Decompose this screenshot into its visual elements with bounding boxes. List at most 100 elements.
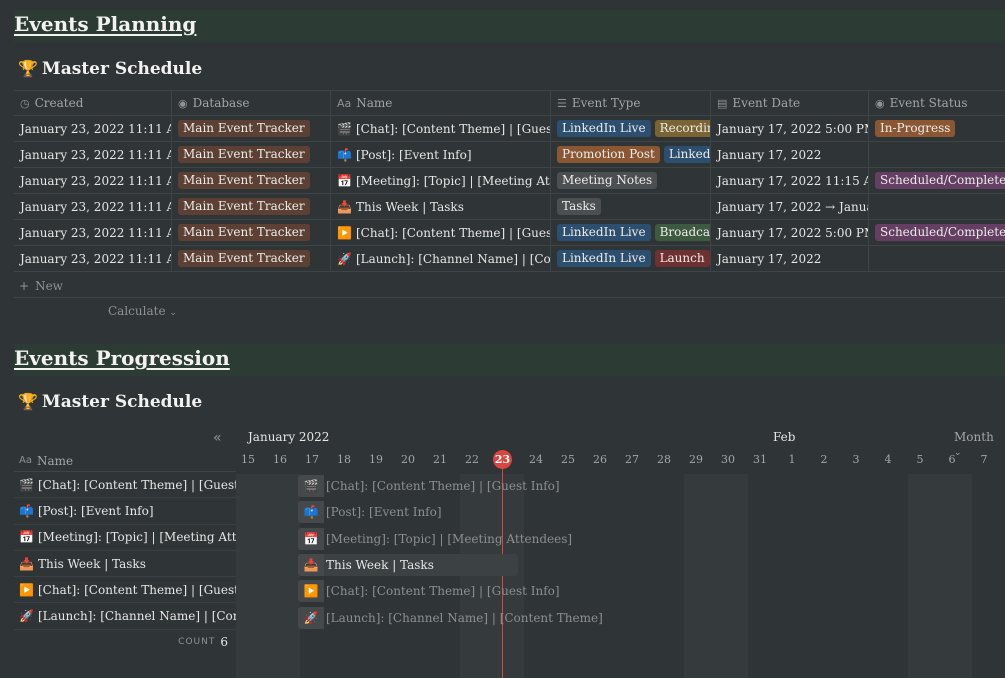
timeline-row-name[interactable]: [Post]: [Event Info] — [38, 503, 154, 518]
timeline-bar-label: [Chat]: [Content Theme] | [Guest Info] — [326, 584, 560, 599]
page-name[interactable]: [Chat]: [Content Theme] | [Guest Info] — [356, 121, 550, 136]
count-summary[interactable]: COUNT 6 — [14, 630, 236, 654]
database-cell[interactable]: Main Event Tracker — [172, 220, 331, 245]
calculate-button[interactable]: Calculate ⌄ — [108, 304, 177, 318]
view-selector[interactable]: Month ⌄ — [954, 430, 1005, 458]
table-header: ◷ Created ◉ Database Aa Name ☰ Event Type ▤ Event… — [14, 90, 1005, 116]
event-date-cell[interactable]: January 17, 2022 5:00 PM — [711, 220, 869, 245]
database-cell[interactable]: Main Event Tracker — [172, 142, 331, 167]
column-header[interactable]: ◉ Database — [172, 91, 331, 115]
new-row-button[interactable]: + New — [14, 274, 1005, 298]
database-tag[interactable]: Main Event Tracker — [178, 172, 310, 189]
event-type-cell[interactable]: Tasks — [551, 194, 711, 219]
timeline-row-name[interactable]: [Launch]: [Channel Name] | [Content The — [38, 609, 236, 624]
timeline-bar[interactable]: 🎬 [Chat]: [Content Theme] | [Guest Info] — [298, 475, 560, 497]
page-icon: ▶️ — [19, 582, 34, 597]
timeline-row-name[interactable]: [Chat]: [Content Theme] | [Guest Info] — [38, 477, 236, 492]
event-status-cell[interactable] — [869, 194, 1005, 219]
event-status-cell[interactable] — [869, 142, 1005, 167]
page-name[interactable]: [Meeting]: [Topic] | [Meeting Attendees] — [356, 173, 550, 188]
timeline-next-month-label: Feb — [773, 430, 796, 444]
timeline-row-name[interactable]: [Chat]: [Content Theme] | [Guest Info] — [38, 582, 236, 597]
database-cell[interactable]: Main Event Tracker — [172, 168, 331, 193]
database-cell[interactable]: Main Event Tracker — [172, 246, 331, 271]
column-header[interactable]: ▤ Event Date — [711, 91, 869, 115]
timeline-bar[interactable]: 📥 This Week | Tasks — [298, 553, 518, 576]
timeline-bar[interactable]: ▶️ [Chat]: [Content Theme] | [Guest Info] — [298, 580, 560, 603]
database-tag[interactable]: Main Event Tracker — [178, 224, 310, 241]
timeline-row-name[interactable]: This Week | Tasks — [38, 556, 146, 571]
page-icon: 🚀 — [337, 251, 352, 266]
table-row[interactable]: January 23, 2022 11:11 AM Main Event Trac… — [14, 142, 1005, 168]
database-title[interactable]: 🏆 Master Schedule — [18, 59, 202, 79]
column-header-label: Event Type — [571, 96, 641, 110]
page-name[interactable]: [Launch]: [Channel Name] | [Content Th — [356, 251, 551, 266]
database-cell[interactable]: Main Event Tracker — [172, 194, 331, 219]
timeline-row[interactable]: 🚀 [Launch]: [Channel Name] | [Content The — [14, 603, 236, 630]
event-date-cell[interactable]: January 17, 2022 11:15 AM — [711, 168, 869, 193]
event-status-cell[interactable]: Scheduled/Completed — [869, 168, 1005, 193]
event-date-cell[interactable]: January 17, 2022 — [711, 142, 869, 167]
page-name[interactable]: This Week | Tasks — [356, 199, 464, 214]
day-label: 1 — [788, 453, 796, 466]
name-cell[interactable]: 📫 [Post]: [Event Info] — [331, 142, 551, 167]
event-date-cell[interactable]: January 17, 2022 — [711, 246, 869, 271]
section-title[interactable]: Events Progression — [14, 346, 230, 370]
timeline-row[interactable]: 📥 This Week | Tasks — [14, 551, 236, 578]
page-name[interactable]: [Chat]: [Content Theme] | [Guest Info] — [356, 225, 550, 240]
database-tag[interactable]: Main Event Tracker — [178, 198, 310, 215]
column-header-label: Event Date — [732, 96, 801, 110]
database-tag[interactable]: Main Event Tracker — [178, 146, 310, 163]
status-badge: In-Progress — [875, 120, 956, 137]
timeline-row[interactable]: 📅 [Meeting]: [Topic] | [Meeting Attendees… — [14, 525, 236, 551]
page-name[interactable]: [Post]: [Event Info] — [356, 147, 472, 162]
timeline-row[interactable]: ▶️ [Chat]: [Content Theme] | [Guest Info] — [14, 577, 236, 604]
event-date-cell[interactable]: January 17, 2022 5:00 PM — [711, 116, 869, 141]
timeline-row[interactable]: 📫 [Post]: [Event Info] — [14, 498, 236, 525]
event-type-cell[interactable]: Promotion PostLinkedIn Liv — [551, 142, 711, 167]
database-cell[interactable]: Main Event Tracker — [172, 116, 331, 141]
master-schedule-table: ◷ Created ◉ Database Aa Name ☰ Event Type ▤ Event… — [14, 90, 1005, 272]
page-icon: 📅 — [19, 530, 34, 545]
timeline-bar[interactable]: 🚀 [Launch]: [Channel Name] | [Content The… — [298, 606, 603, 629]
event-type-cell[interactable]: LinkedIn LiveBroadcast Dat — [551, 220, 711, 245]
event-type-cell[interactable]: LinkedIn LiveLaunchYou — [551, 246, 711, 271]
table-row[interactable]: January 23, 2022 11:11 AM Main Event Trac… — [14, 246, 1005, 272]
section-title[interactable]: Events Planning — [14, 12, 197, 36]
column-header[interactable]: ☰ Event Type — [551, 91, 711, 115]
timeline-row-name[interactable]: [Meeting]: [Topic] | [Meeting Attendees] — [38, 530, 236, 545]
database-title-label: Master Schedule — [41, 392, 203, 412]
day-label: 21 — [433, 453, 447, 466]
name-cell[interactable]: 📥 This Week | Tasks — [331, 194, 551, 219]
timeline-bar[interactable]: 📫 [Post]: [Event Info] — [298, 501, 442, 524]
event-type-cell[interactable]: LinkedIn LiveRecording Da — [551, 116, 711, 141]
timeline-bar[interactable]: 📅 [Meeting]: [Topic] | [Meeting Attendees… — [298, 527, 572, 550]
event-status-cell[interactable]: In-Progress — [869, 116, 1005, 141]
text-icon: Aa — [19, 455, 32, 466]
collapse-icon[interactable]: « — [213, 430, 222, 446]
status-icon: ◉ — [875, 96, 885, 110]
table-row[interactable]: January 23, 2022 11:11 AM Main Event Trac… — [14, 168, 1005, 194]
database-tag[interactable]: Main Event Tracker — [178, 120, 310, 137]
event-status-cell[interactable] — [869, 246, 1005, 271]
column-header[interactable]: ◷ Created — [14, 91, 172, 115]
name-cell[interactable]: 📅 [Meeting]: [Topic] | [Meeting Attendees… — [331, 168, 551, 193]
event-status-cell[interactable]: Scheduled/Completed — [869, 220, 1005, 245]
event-date-cell[interactable]: January 17, 2022 → January 23 — [711, 194, 869, 219]
name-cell[interactable]: ▶️ [Chat]: [Content Theme] | [Guest Info] — [331, 220, 551, 245]
table-row[interactable]: January 23, 2022 11:11 AM Main Event Trac… — [14, 194, 1005, 220]
table-row[interactable]: January 23, 2022 11:11 AM Main Event Trac… — [14, 116, 1005, 142]
database-tag[interactable]: Main Event Tracker — [178, 250, 310, 267]
day-label: 27 — [625, 453, 639, 466]
weekend-column — [716, 474, 748, 678]
column-header[interactable]: Aa Name — [331, 91, 551, 115]
column-header[interactable]: ◉ Event Status — [869, 91, 1005, 115]
page-icon: 📫 — [337, 147, 352, 162]
database-title[interactable]: 🏆 Master Schedule — [18, 392, 202, 412]
name-cell[interactable]: 🚀 [Launch]: [Channel Name] | [Content Th — [331, 246, 551, 271]
event-type-cell[interactable]: Meeting Notes — [551, 168, 711, 193]
page-icon: 📥 — [298, 553, 324, 576]
timeline-row[interactable]: 🎬 [Chat]: [Content Theme] | [Guest Info] — [14, 472, 236, 499]
table-row[interactable]: January 23, 2022 11:11 AM Main Event Trac… — [14, 220, 1005, 246]
name-cell[interactable]: 🎬 [Chat]: [Content Theme] | [Guest Info] — [331, 116, 551, 141]
